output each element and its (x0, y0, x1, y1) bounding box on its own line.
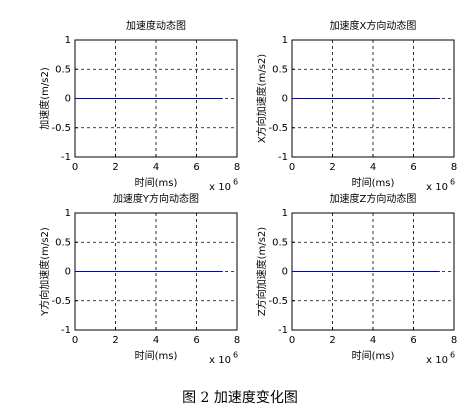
y-tick-label: 0.5 (272, 237, 288, 248)
x-scale-exponent: 6 (450, 178, 455, 187)
y-tick-label: 1 (282, 208, 288, 219)
x-scale-base: x 10 (209, 355, 231, 366)
x-scale-base: x 10 (209, 182, 231, 193)
x-tick-label: 2 (112, 335, 118, 346)
y-tick-label: -1 (61, 152, 71, 163)
x-tick-label: 0 (289, 335, 295, 346)
y-axis-label: 加速度(m/s2) (38, 67, 51, 130)
subplot-title: 加速度Z方向动态图 (330, 192, 417, 205)
y-tick-label: -1 (278, 152, 288, 163)
y-tick-label: 1 (282, 35, 288, 46)
x-tick-label: 8 (451, 162, 457, 173)
y-tick-label: 1 (65, 35, 71, 46)
x-tick-label: 6 (193, 335, 199, 346)
x-scale-base: x 10 (426, 182, 448, 193)
subplot-title: 加速度Y方向动态图 (113, 192, 199, 205)
x-tick-label: 2 (329, 335, 335, 346)
x-axis-label: 时间(ms) (135, 349, 178, 362)
caption: 图 2 加速度变化图 (182, 390, 298, 406)
x-tick-label: 4 (153, 162, 159, 173)
x-axis-label: 时间(ms) (135, 176, 178, 189)
y-tick-label: 0.5 (272, 64, 288, 75)
x-tick-label: 8 (451, 335, 457, 346)
x-tick-label: 2 (329, 162, 335, 173)
y-tick-label: 0 (282, 94, 288, 105)
y-tick-label: 0.5 (55, 64, 71, 75)
subplot-title: 加速度X方向动态图 (330, 19, 417, 32)
y-tick-label: -0.5 (268, 123, 288, 134)
x-tick-label: 0 (72, 335, 78, 346)
x-tick-label: 8 (234, 162, 240, 173)
x-scale-exponent: 6 (233, 351, 238, 360)
x-scale-exponent: 6 (233, 178, 238, 187)
x-tick-label: 8 (234, 335, 240, 346)
x-axis-label: 时间(ms) (352, 176, 395, 189)
y-tick-label: -0.5 (51, 123, 71, 134)
x-tick-label: 0 (289, 162, 295, 173)
subplot-title: 加速度动态图 (126, 19, 186, 32)
x-tick-label: 0 (72, 162, 78, 173)
x-tick-label: 4 (153, 335, 159, 346)
x-tick-label: 2 (112, 162, 118, 173)
y-tick-label: 1 (65, 208, 71, 219)
x-scale-base: x 10 (426, 355, 448, 366)
y-tick-label: 0 (65, 267, 71, 278)
y-axis-label: Z方向加速度(m/s2) (255, 227, 268, 316)
x-scale-exponent: 6 (450, 351, 455, 360)
y-tick-label: 0 (282, 267, 288, 278)
y-tick-label: -1 (278, 325, 288, 336)
x-tick-label: 4 (370, 335, 376, 346)
x-tick-label: 6 (410, 335, 416, 346)
x-tick-label: 6 (410, 162, 416, 173)
y-tick-label: -0.5 (268, 296, 288, 307)
y-axis-label: Y方向加速度(m/s2) (38, 227, 51, 317)
x-axis-label: 时间(ms) (352, 349, 395, 362)
y-axis-label: X方向加速度(m/s2) (255, 54, 268, 143)
y-tick-label: 0 (65, 94, 71, 105)
y-tick-label: -0.5 (51, 296, 71, 307)
y-tick-label: -1 (61, 325, 71, 336)
y-tick-label: 0.5 (55, 237, 71, 248)
x-tick-label: 4 (370, 162, 376, 173)
x-tick-label: 6 (193, 162, 199, 173)
